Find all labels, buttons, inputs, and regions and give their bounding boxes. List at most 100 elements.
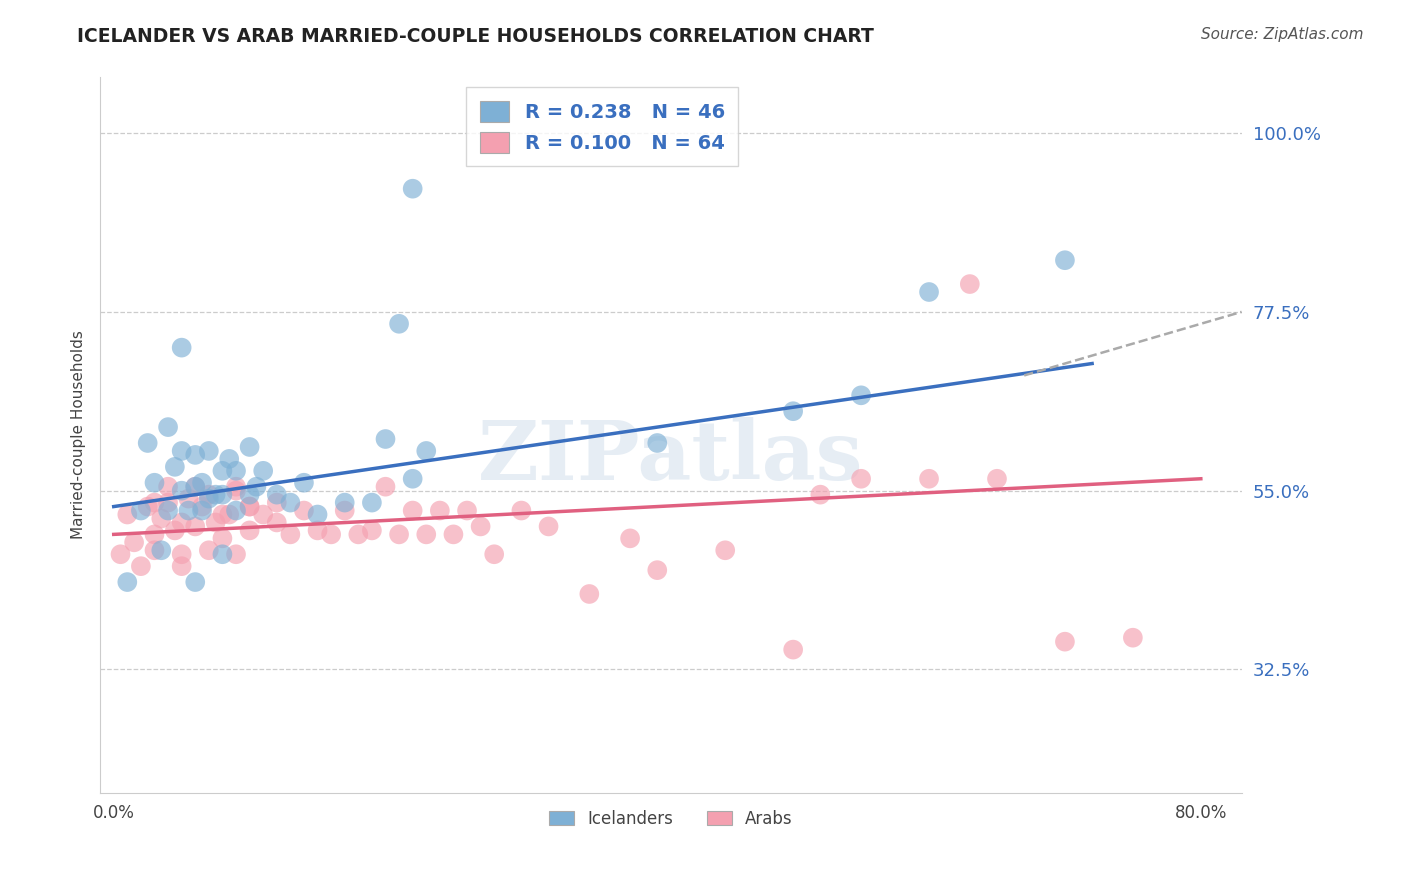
Point: [157, 480, 180, 494]
Point: [225, 480, 247, 494]
Point: [136, 436, 159, 450]
Point: [321, 527, 343, 541]
Point: [266, 488, 288, 502]
Point: [191, 500, 214, 514]
Point: [191, 475, 214, 490]
Point: [645, 563, 668, 577]
Point: [239, 488, 262, 502]
Point: [280, 495, 302, 509]
Point: [225, 483, 247, 498]
Point: [245, 480, 267, 494]
Point: [198, 444, 221, 458]
Point: [1122, 631, 1144, 645]
Point: [117, 508, 139, 522]
Point: [645, 436, 668, 450]
Point: [252, 464, 274, 478]
Point: [239, 500, 262, 514]
Point: [266, 495, 288, 509]
Text: ZIPatlas: ZIPatlas: [478, 417, 863, 497]
Point: [150, 543, 173, 558]
Point: [849, 472, 872, 486]
Point: [374, 480, 396, 494]
Point: [986, 472, 1008, 486]
Point: [782, 404, 804, 418]
Point: [333, 495, 356, 509]
Point: [143, 527, 166, 541]
Point: [198, 491, 221, 506]
Point: [239, 440, 262, 454]
Point: [280, 527, 302, 541]
Point: [170, 444, 193, 458]
Point: [225, 503, 247, 517]
Legend: Icelanders, Arabs: Icelanders, Arabs: [543, 803, 799, 834]
Point: [361, 524, 384, 538]
Point: [333, 503, 356, 517]
Point: [266, 516, 288, 530]
Point: [157, 503, 180, 517]
Point: [163, 524, 186, 538]
Point: [170, 341, 193, 355]
Text: Source: ZipAtlas.com: Source: ZipAtlas.com: [1201, 27, 1364, 42]
Point: [292, 475, 315, 490]
Point: [1053, 253, 1076, 268]
Point: [470, 519, 492, 533]
Point: [198, 543, 221, 558]
Point: [170, 547, 193, 561]
Point: [456, 503, 478, 517]
Point: [177, 491, 200, 506]
Point: [211, 532, 233, 546]
Point: [143, 475, 166, 490]
Point: [959, 277, 981, 291]
Point: [157, 420, 180, 434]
Point: [211, 508, 233, 522]
Point: [218, 451, 240, 466]
Point: [211, 464, 233, 478]
Point: [252, 508, 274, 522]
Point: [782, 642, 804, 657]
Point: [918, 285, 941, 299]
Point: [578, 587, 600, 601]
Point: [211, 547, 233, 561]
Point: [170, 516, 193, 530]
Text: ICELANDER VS ARAB MARRIED-COUPLE HOUSEHOLDS CORRELATION CHART: ICELANDER VS ARAB MARRIED-COUPLE HOUSEHO…: [77, 27, 875, 45]
Point: [204, 488, 226, 502]
Point: [225, 547, 247, 561]
Point: [177, 503, 200, 517]
Point: [388, 527, 411, 541]
Point: [157, 495, 180, 509]
Point: [204, 516, 226, 530]
Point: [129, 503, 152, 517]
Point: [388, 317, 411, 331]
Point: [184, 480, 207, 494]
Point: [239, 524, 262, 538]
Point: [429, 503, 451, 517]
Point: [143, 495, 166, 509]
Point: [184, 448, 207, 462]
Point: [347, 527, 370, 541]
Point: [129, 559, 152, 574]
Point: [170, 559, 193, 574]
Point: [714, 543, 737, 558]
Point: [117, 575, 139, 590]
Point: [1053, 634, 1076, 648]
Point: [211, 488, 233, 502]
Point: [402, 182, 425, 196]
Point: [191, 503, 214, 517]
Point: [110, 547, 132, 561]
Point: [225, 464, 247, 478]
Point: [808, 488, 831, 502]
Y-axis label: Married-couple Households: Married-couple Households: [72, 331, 86, 540]
Point: [537, 519, 560, 533]
Point: [307, 508, 329, 522]
Point: [482, 547, 505, 561]
Point: [361, 495, 384, 509]
Point: [918, 472, 941, 486]
Point: [415, 527, 437, 541]
Point: [292, 503, 315, 517]
Point: [402, 472, 425, 486]
Point: [150, 511, 173, 525]
Point: [198, 488, 221, 502]
Point: [239, 500, 262, 514]
Point: [184, 519, 207, 533]
Point: [218, 508, 240, 522]
